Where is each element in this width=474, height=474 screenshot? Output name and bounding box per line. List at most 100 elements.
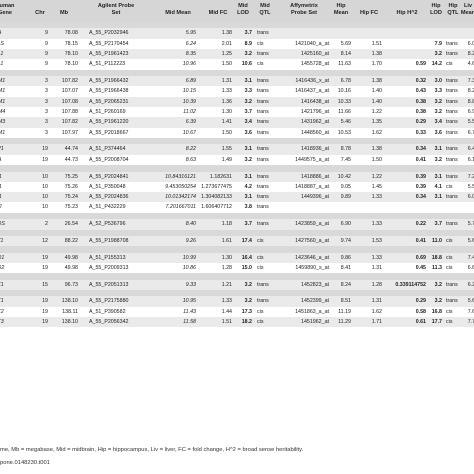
- cell-mb: 96.73: [64, 281, 78, 288]
- table-footnote: me, Mb = megabase, Mid = midbrain, Hip =…: [0, 447, 304, 453]
- cell-chr: 19: [42, 298, 48, 305]
- cell-affy: [279, 202, 329, 212]
- cell-mid-mean: 6.39: [185, 119, 196, 126]
- cell-hip-h2: [384, 49, 426, 59]
- cell-hip-qtl: trans: [446, 156, 458, 163]
- cell-agilent: A_55_P2032946: [89, 30, 129, 37]
- cell-hip-qtl: trans: [446, 78, 458, 85]
- cell-mid-fc: 1.41: [221, 119, 232, 126]
- cell-hip-lod: 3.7: [434, 221, 442, 228]
- table-row: FZ1 12 88.22 A_55_P1988708 9.26 1.61 17.4 cis 14…: [0, 235, 474, 247]
- cell-hip-mean: 9.74: [340, 237, 351, 244]
- cell-gene: NA: [0, 155, 12, 165]
- cell-affy: 1418936_at: [301, 146, 329, 153]
- cell-affy: [279, 28, 329, 38]
- cell-hip-fc: 1.22: [371, 109, 382, 116]
- group-separator: [0, 290, 474, 297]
- cell-hip-qtl: trans: [446, 221, 458, 228]
- cell-hip-qtl: trans: [446, 194, 458, 201]
- cell-mid-mean: 11.02: [183, 109, 196, 116]
- column-header-affy-line1: Affymetrix: [290, 3, 318, 9]
- cell-chr: 19: [42, 254, 48, 261]
- table-row: CM1 3 107.82 A_55_P1966432 6.89 1.31 3.1 trans 1…: [0, 76, 474, 87]
- cell-mb: 107.88: [61, 109, 78, 116]
- cell-liv-mean: 8.81: [467, 98, 474, 105]
- cell-agilent: A_55_P1966438: [89, 88, 129, 95]
- cell-agilent: A_55_P1966432: [89, 78, 129, 85]
- cell-mb: 26.54: [64, 221, 78, 228]
- cell-gene: CM3: [0, 119, 6, 126]
- cell-gene: FZ1: [0, 237, 4, 244]
- group-separator: [0, 138, 474, 145]
- table-row: ADS 2 26.54 A_52_P536796 8.40 1.18 3.7 trans 142…: [0, 219, 474, 230]
- cell-hip-qtl: trans: [446, 129, 458, 136]
- cell-mid-lod: 17.4: [241, 237, 252, 244]
- cell-agilent: A_55_P1961220: [89, 119, 129, 126]
- cell-agilent: A_55_P2056342: [89, 319, 129, 326]
- cell-mid-qtl: cis: [257, 254, 264, 261]
- cell-mid-fc: 1.30: [221, 109, 232, 116]
- cell-gene: FO2: [0, 264, 5, 271]
- table-row: CM1 3 107.07 A_55_P1966438 10.15 1.33 3.3 trans…: [0, 86, 474, 96]
- cell-mid-lod: 3.2: [244, 298, 252, 305]
- cell-mid-qtl: trans: [257, 146, 269, 153]
- cell-mid-lod: 3.2: [244, 156, 252, 163]
- cell-mid-fc: 1.21: [221, 281, 232, 288]
- cell-hip-qtl: cis: [446, 237, 453, 244]
- cell-hip-qtl: cis: [446, 319, 453, 326]
- column-header-liv-mean-line1: Liv: [463, 3, 473, 9]
- table-row: FO1 19 49.98 A_51_P155313 10.99 1.30 16.4 cis 14…: [0, 252, 474, 263]
- cell-gene: TAS: [0, 40, 4, 47]
- cell-mid-qtl: cis: [257, 237, 264, 244]
- cell-mid-qtl: cis: [257, 319, 264, 326]
- cell-liv-mean: 5.52: [467, 119, 474, 126]
- cell-mid-qtl: trans: [257, 221, 269, 228]
- cell-hip-lod: 3.2: [434, 156, 442, 163]
- cell-mid-qtl: trans: [257, 129, 269, 136]
- cell-mid-lod: 3.7: [244, 221, 252, 228]
- cell-mid-mean: 8.22: [185, 146, 196, 153]
- cell-hip-h2: 0.22: [415, 221, 426, 228]
- cell-mid-qtl: trans: [257, 194, 269, 201]
- cell-hip-lod: 3.1: [434, 173, 442, 180]
- cell-mid-mean: 10.86: [182, 264, 196, 271]
- cell-chr: 2: [45, 221, 48, 228]
- cell-mid-qtl: cis: [257, 40, 264, 47]
- cell-mid-qtl: trans: [257, 281, 269, 288]
- cell-mid-mean: 5.95: [185, 30, 196, 37]
- cell-mid-mean: 8.35: [185, 51, 196, 58]
- table-row: CM1 3 107.08 A_55_P2065231 10.39 1.36 3.2 trans…: [0, 96, 474, 108]
- cell-mid-qtl: trans: [257, 30, 269, 37]
- cell-mid-mean: 10.99: [182, 254, 196, 261]
- cell-mb: 75.24: [64, 194, 78, 201]
- cell-affy: 1431962_at: [301, 119, 329, 126]
- cell-affy: 1418887_a_at: [295, 183, 329, 190]
- cell-agilent: A_52_P536796: [89, 221, 126, 228]
- cell-hip-fc: 1.33: [371, 194, 382, 201]
- cell-mid-mean: 10.67: [182, 129, 196, 136]
- cell-affy: 1427560_a_at: [295, 237, 329, 244]
- cell-chr: 10: [42, 173, 48, 180]
- cell-hip-qtl: cis: [446, 308, 453, 315]
- cell-hip-qtl: trans: [446, 88, 458, 95]
- cell-chr: 12: [42, 237, 48, 244]
- cell-hip-h2: 0.32: [415, 78, 426, 85]
- table-row: CM4 3 107.88 A_51_P260169 11.02 1.30 3.7 trans 1…: [0, 107, 474, 117]
- cell-liv-mean: 6.49: [467, 146, 474, 153]
- cell-hip-h2: 0.41: [415, 237, 426, 244]
- cell-hip-h2: 0.29: [415, 298, 426, 305]
- cell-hip-lod: [428, 28, 442, 38]
- cell-mb: 75.25: [64, 173, 78, 180]
- cell-hip-lod: 3.3: [434, 88, 442, 95]
- cell-mid-mean: 7.201667011: [165, 204, 196, 211]
- cell-hip-h2: 0.38: [415, 98, 426, 105]
- cell-hip-lod: 18.8: [431, 254, 442, 261]
- cell-mid-mean: 6.89: [185, 78, 196, 85]
- cell-hip-h2: 0.39: [415, 173, 426, 180]
- cell-hip-fc: 1.45: [371, 183, 382, 190]
- cell-hip-h2: [384, 202, 426, 212]
- cell-hip-fc: 1.71: [371, 319, 382, 326]
- column-header-mid-qtl-line2: QTL: [259, 10, 271, 16]
- column-header-mid-fc-line2: Mid FC: [208, 10, 228, 16]
- cell-affy: 1451962_at: [301, 319, 329, 326]
